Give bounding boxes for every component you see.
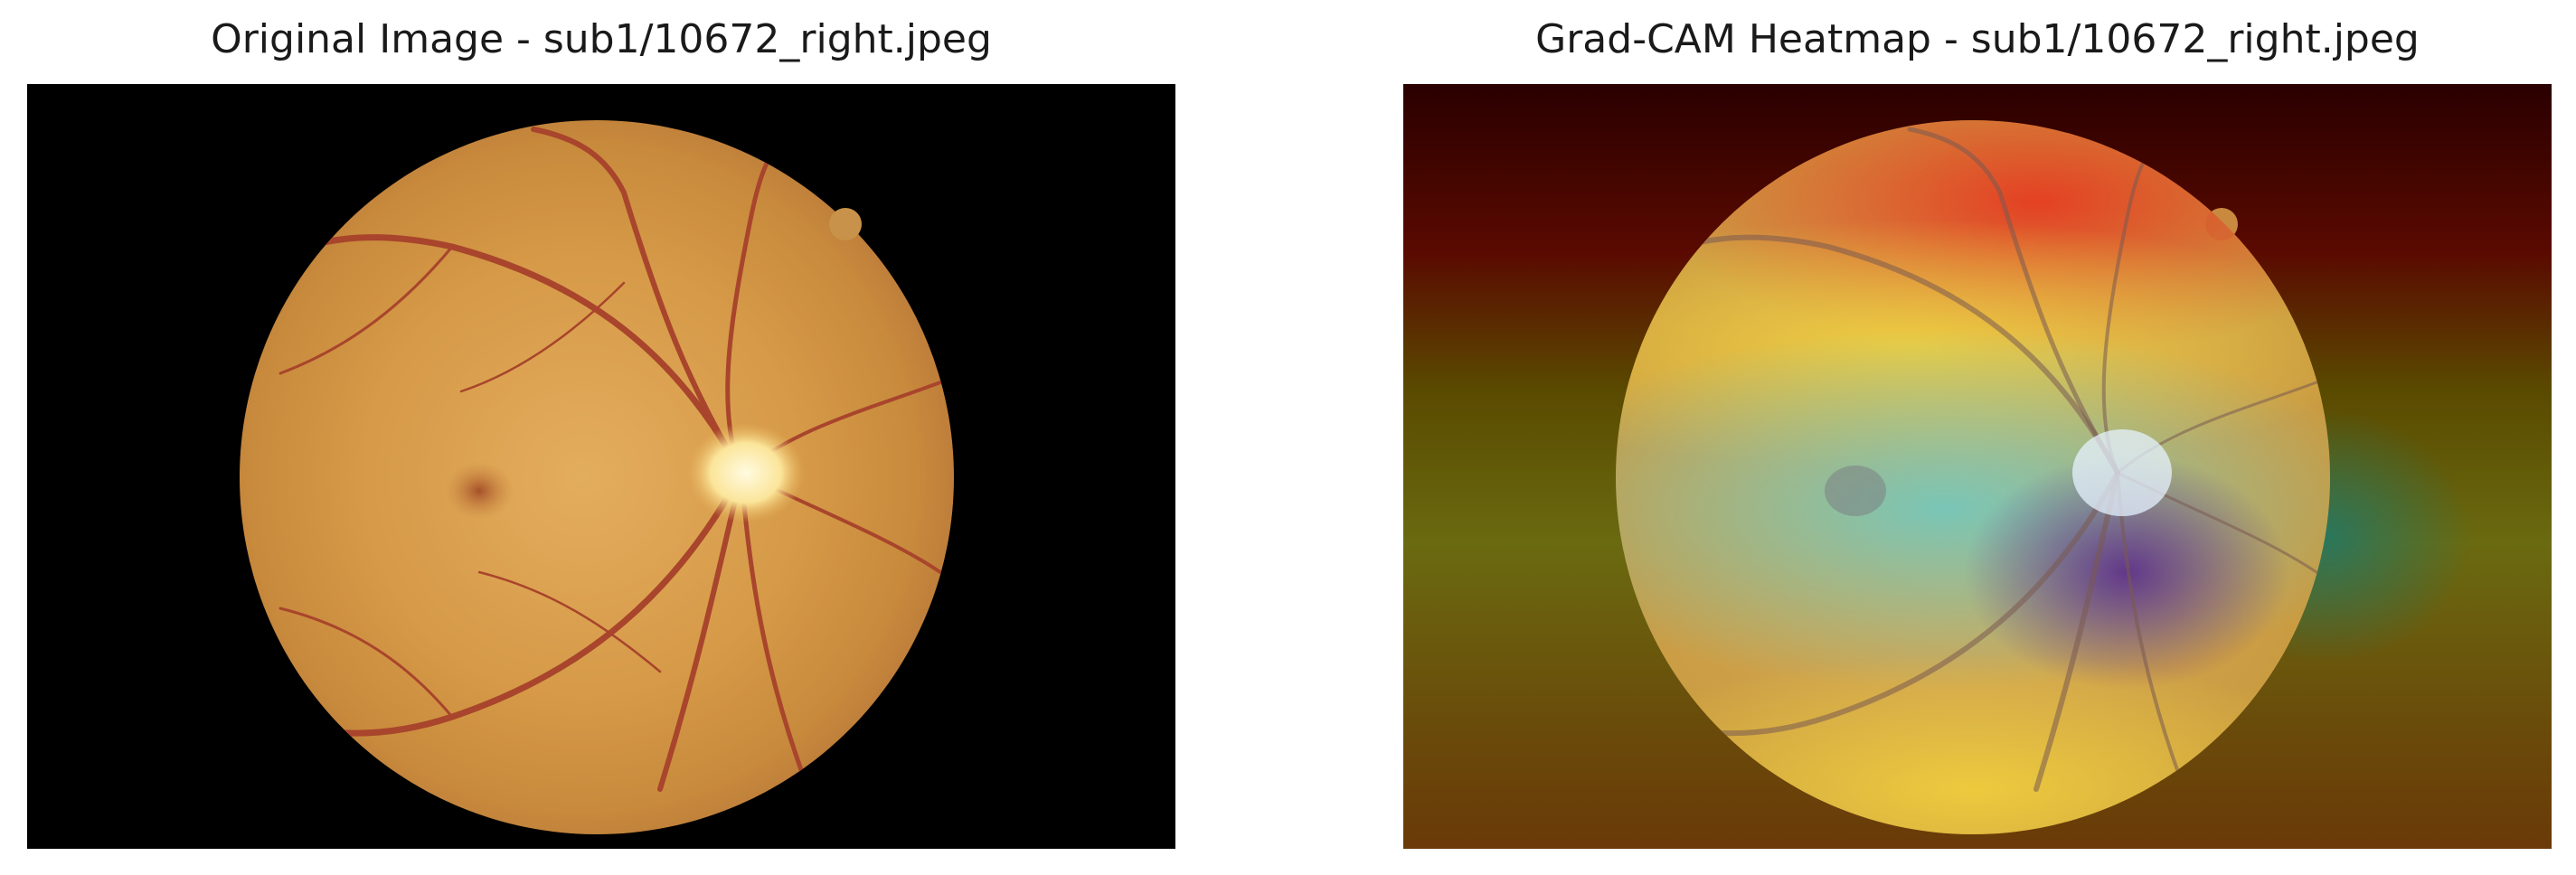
original-image-title: Original Image - sub1/10672_right.jpeg xyxy=(211,16,992,62)
fundus-disc xyxy=(240,120,954,834)
retina-fundus-image xyxy=(240,120,954,834)
gradcam-heatmap-image xyxy=(1403,84,2552,849)
heatmap-panel xyxy=(1403,84,2552,849)
heatmap-title: Grad-CAM Heatmap - sub1/10672_right.jpeg xyxy=(1535,16,2420,62)
optic-disc xyxy=(687,423,805,522)
original-image-panel xyxy=(27,84,1175,849)
macula xyxy=(445,462,514,520)
